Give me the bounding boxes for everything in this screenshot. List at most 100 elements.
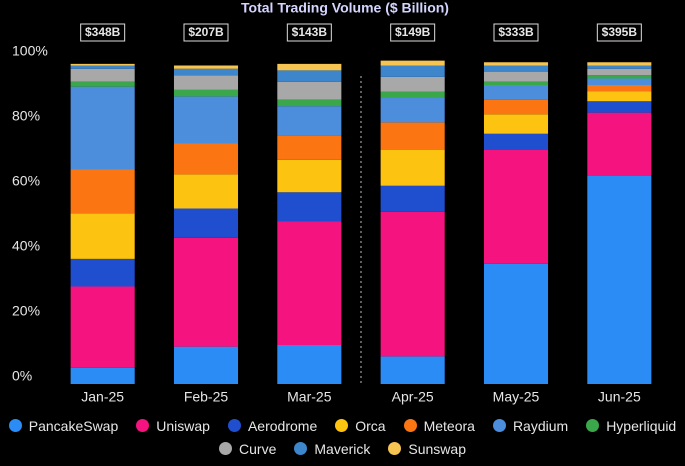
x-tick-label: May-25 [493,389,540,405]
legend-label: Meteora [423,417,475,434]
bar-segment [70,86,135,170]
bar-segment [173,89,239,97]
total-label: $333B [493,23,539,42]
bar-segment [277,63,342,71]
y-tick-label: 20% [12,303,40,319]
legend-label: Hyperliquid [606,417,677,434]
legend-swatch [294,442,308,455]
total-text: $348B [85,25,121,39]
bar-segment [277,192,342,222]
total-text: $143B [292,25,328,39]
bar-segment [173,237,239,347]
legend-swatch [388,442,402,455]
bar-segment [70,213,135,259]
total-label: $348B [80,23,126,42]
bar-segment [277,159,342,193]
legend-swatch [8,419,22,432]
bar-segment [380,122,445,150]
total-box [183,23,229,42]
legend: PancakeSwap Uniswap Aerodrome Orca Meteora Ra… [0,414,685,460]
bar-segment [277,135,342,160]
legend-label: Sunswap [408,440,466,457]
bar-segment [70,258,135,287]
bar-segment [483,133,549,150]
bar-segment [587,78,652,85]
total-text: $149B [395,25,431,39]
legend-item: Orca [335,417,386,434]
chart: Total Trading Volume ($ Billion) 0% 20% 40… [12,0,652,405]
legend-label: Curve [239,440,277,457]
bar-segment [587,68,652,76]
total-box [493,23,539,42]
bar-segment [587,62,652,66]
legend-label: Aerodrome [247,417,318,434]
total-label: $149B [390,23,436,42]
chart-title: Total Trading Volume ($ Billion) [241,0,449,16]
bar-segment [587,112,652,176]
total-text: $395B [602,25,638,39]
legend-item: Maverick [294,441,370,457]
legend-item: Raydium [492,417,569,434]
bar-segment [173,68,239,76]
bar-segment [70,367,135,384]
bar-segment [380,60,445,66]
bar-segment [173,143,239,175]
bar-segment [277,345,342,384]
bar-segment [277,106,342,136]
legend-label: Maverick [314,440,371,457]
bar-segment [587,101,652,113]
bar-segment [277,221,342,345]
bar-segment [380,98,445,123]
x-tick-label: Feb-25 [184,389,229,405]
bar-segment [483,81,549,85]
legend-label: Raydium [512,417,569,434]
bar-segment [380,65,445,77]
bar-segment [277,81,342,100]
legend-item: PancakeSwap [8,417,119,434]
bar-segment [70,169,135,214]
bar-segment [70,63,135,66]
total-label: $207B [183,23,229,42]
bar-segment [483,114,549,134]
bar-segment [483,65,549,72]
bar-segment [173,208,239,238]
bar-segment [483,85,549,100]
bar-segment [483,62,549,66]
bar-segment [587,91,652,102]
y-tick-label: 100% [12,43,48,59]
legend-label: Uniswap [156,417,210,434]
legend-swatch [219,442,233,455]
bar-segment [587,85,652,92]
legend-swatch [586,419,600,432]
total-text: $207B [188,25,224,39]
bar-segment [70,286,135,368]
bar-segment [173,174,239,209]
bar-segment [483,263,549,384]
bar-segment [483,99,549,115]
legend-item: Sunswap [388,441,466,457]
bar-segment [380,76,445,92]
y-tick-label: 40% [12,238,40,254]
legend-swatch [136,419,150,432]
bar-segment [380,91,445,98]
bar-segment [380,150,445,186]
bar-segment [70,81,135,87]
total-box [596,23,642,42]
legend-item: Meteora [403,417,475,434]
bar-segment [70,65,135,69]
x-tick-label: Jun-25 [598,389,641,405]
bar-segment [173,65,239,69]
x-tick-label: Apr-25 [392,389,434,405]
x-tick-label: Jan-25 [81,389,124,405]
bar-segment [483,72,549,82]
legend-swatch [492,419,506,432]
bar-segment [173,346,239,384]
bar-segment [173,75,239,90]
x-tick-label: Mar-25 [287,389,332,405]
total-label: $395B [596,23,642,42]
legend-label: PancakeSwap [28,417,119,434]
legend-label: Orca [355,417,386,434]
total-box [80,23,126,42]
bar-segment [380,356,445,384]
